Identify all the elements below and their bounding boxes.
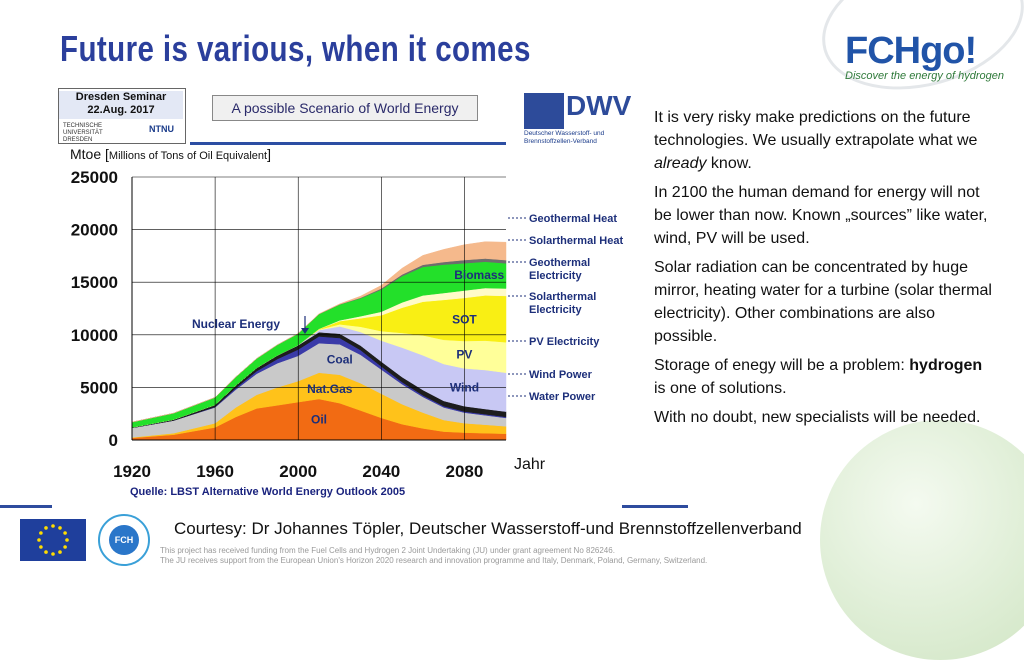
dwv-icon xyxy=(524,93,564,129)
x-tick-label: 2000 xyxy=(279,462,317,481)
eu-star-icon xyxy=(63,545,67,549)
paragraph-4: Storage of enegy will be a problem: hydr… xyxy=(654,357,983,397)
y-tick-label: 0 xyxy=(109,431,118,450)
series-legend-label: Wind Power xyxy=(529,369,593,381)
eu-star-icon xyxy=(65,538,69,542)
x-tick-label: 2040 xyxy=(362,462,400,481)
scenario-caption: A possible Scenario of World Energy xyxy=(212,95,478,121)
y-tick-label: 10000 xyxy=(71,326,118,345)
series-legend-label: Solarthermal xyxy=(529,291,596,303)
area-geothermal-heat xyxy=(131,241,507,423)
nuclear-energy-callout: Nuclear Energy xyxy=(192,317,280,331)
paragraph-1: It is very risky make predictions on the… xyxy=(654,109,978,172)
paragraph-2: In 2100 the human demand for energy will… xyxy=(654,184,988,247)
caption-underline xyxy=(190,142,506,145)
paragraph-3: Solar radiation can be concentrated by h… xyxy=(654,259,992,345)
series-inline-label: Biomass xyxy=(454,268,504,282)
footer-rule-middle xyxy=(622,505,688,508)
footer-rule-left xyxy=(0,505,52,508)
seminar-badge: Dresden Seminar 22.Aug. 2017 TECHNISCHE U… xyxy=(58,88,186,144)
eu-star-icon xyxy=(44,550,48,554)
series-inline-label: Oil xyxy=(311,412,327,426)
eu-flag-icon xyxy=(20,519,86,561)
series-legend-label: Geothermal xyxy=(529,257,590,269)
slide-body-text: It is very risky make predictions on the… xyxy=(654,106,994,435)
series-inline-label: Coal xyxy=(327,353,353,367)
chart-source: Quelle: LBST Alternative World Energy Ou… xyxy=(130,486,406,498)
eu-star-icon xyxy=(44,526,48,530)
x-tick-label: 1920 xyxy=(113,462,151,481)
x-tick-label: 1960 xyxy=(196,462,234,481)
series-legend-label: Geothermal Heat xyxy=(529,213,617,225)
fchgo-logo: FCHgo! xyxy=(845,30,977,72)
series-legend-label: PV Electricity xyxy=(529,336,600,348)
series-legend-label: Electricity xyxy=(529,304,582,316)
series-legend-label: Solarthermal Heat xyxy=(529,235,623,247)
eu-star-icon xyxy=(63,531,67,535)
tu-dresden-logo: TECHNISCHE UNIVERSITÄT DRESDEN xyxy=(63,123,103,143)
ntnu-logo: NTNU xyxy=(149,124,174,134)
series-legend-label: Electricity xyxy=(529,270,582,282)
eu-star-icon xyxy=(39,545,43,549)
eu-star-icon xyxy=(58,550,62,554)
energy-scenario-chart: 0 5000 10000 15000 20000 25000 1920 1960 2000 204… xyxy=(71,168,624,481)
dwv-logo: DWV Deutscher Wasserstoff- und Brennstof… xyxy=(524,90,632,145)
fch-ju-logo: FCH xyxy=(98,514,150,566)
slide-title: Future is various, when it comes xyxy=(60,28,531,69)
eu-star-icon xyxy=(51,552,55,556)
y-tick-label: 5000 xyxy=(80,378,118,397)
y-tick-label: 25000 xyxy=(71,168,118,187)
paragraph-5: With no doubt, new specialists will be n… xyxy=(654,409,981,426)
y-tick-label: 15000 xyxy=(71,273,118,292)
series-legend-label: Water Power xyxy=(529,391,596,403)
x-tick-label: 2080 xyxy=(446,462,484,481)
series-inline-label: Nat.Gas xyxy=(307,382,353,396)
series-inline-label: Wind xyxy=(450,380,479,394)
eu-star-icon xyxy=(39,531,43,535)
y-axis-unit-label: Mtoe [Millions of Tons of Oil Equivalent… xyxy=(70,146,271,162)
eu-star-icon xyxy=(37,538,41,542)
courtesy-line: Courtesy: Dr Johannes Töpler, Deutscher … xyxy=(174,519,802,538)
eu-star-icon xyxy=(58,526,62,530)
fchgo-tagline: Discover the energy of hydrogen xyxy=(845,70,1004,82)
funding-note: This project has received funding from t… xyxy=(160,546,708,565)
x-axis-title: Jahr xyxy=(514,456,546,473)
eu-star-icon xyxy=(51,524,55,528)
series-inline-label: PV xyxy=(456,348,472,362)
y-tick-label: 20000 xyxy=(71,221,118,240)
seminar-title: Dresden Seminar 22.Aug. 2017 xyxy=(59,91,183,119)
series-inline-label: SOT xyxy=(452,312,477,326)
